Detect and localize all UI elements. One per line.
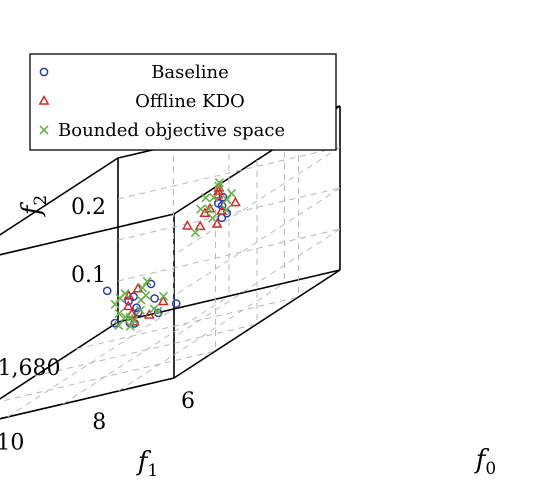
data-point (199, 207, 211, 218)
box-edge (173, 269, 341, 379)
data-point (209, 192, 219, 203)
data-point (213, 185, 224, 196)
z-axis-label: f2 (17, 195, 51, 217)
data-point (222, 195, 232, 205)
x-tick-label: 8 (92, 410, 106, 435)
legend-box (29, 53, 337, 151)
grid-line (118, 282, 285, 392)
data-point (214, 178, 224, 188)
data-point (214, 181, 224, 191)
data-point (143, 308, 155, 319)
data-point (208, 213, 218, 223)
data-point (153, 308, 163, 318)
data-point (211, 217, 223, 228)
box-edge (0, 213, 175, 256)
data-point (229, 196, 241, 207)
data-point (153, 306, 163, 316)
data-point (146, 279, 156, 289)
data-point (132, 282, 144, 293)
grid-line (0, 350, 216, 402)
grid-line (173, 228, 341, 338)
box-edge (0, 157, 119, 236)
data-point (102, 286, 112, 296)
data-point (136, 295, 146, 305)
data-point (137, 283, 147, 293)
x-tick-label: 6 (181, 389, 195, 414)
data-point (204, 204, 214, 214)
data-point (114, 321, 124, 331)
grid-line (173, 187, 341, 297)
grid-line (173, 146, 341, 256)
data-point (217, 213, 227, 223)
z-tick-label: 0.2 (71, 195, 106, 220)
data-point (135, 305, 145, 315)
data-point (150, 294, 159, 303)
legend-marker (38, 94, 50, 105)
data-point (158, 291, 169, 301)
data-point (181, 219, 193, 230)
x-tick-label: 10 (0, 431, 24, 456)
y-axis-label: f1 (136, 447, 158, 481)
grid-line (117, 146, 341, 200)
data-point (221, 205, 231, 215)
data-point (132, 303, 141, 313)
data-point (194, 220, 206, 231)
data-point (122, 300, 134, 311)
z-tick-label: 0.1 (71, 263, 106, 288)
data-point (142, 276, 152, 287)
data-point (217, 201, 227, 211)
y-tick-label: 1,680 (0, 356, 61, 381)
grid-line (34, 323, 258, 377)
x-axis-label: f0 (474, 445, 496, 479)
data-point (196, 204, 206, 214)
data-point (216, 204, 228, 215)
data-point (157, 295, 169, 306)
legend: Baseline Offline KDO Bounded objective spa… (29, 53, 337, 151)
legend-marker (39, 67, 49, 77)
grid-line (117, 228, 341, 282)
data-point (212, 188, 224, 199)
data-point (190, 227, 200, 238)
legend-marker (39, 125, 49, 135)
legend-label: Baseline (151, 62, 229, 83)
data-point (115, 293, 125, 303)
legend-label: Bounded objective space (58, 120, 285, 141)
data-point (114, 309, 124, 319)
data-point (171, 299, 181, 308)
grid-line (117, 187, 341, 241)
data-point (125, 321, 135, 331)
data-point (120, 312, 130, 322)
data-point (226, 188, 237, 198)
data-point (110, 299, 120, 309)
legend-label: Offline KDO (135, 91, 245, 112)
data-point (129, 315, 139, 325)
data-point (201, 193, 211, 203)
box-edge (0, 377, 175, 420)
data-point (110, 318, 120, 328)
